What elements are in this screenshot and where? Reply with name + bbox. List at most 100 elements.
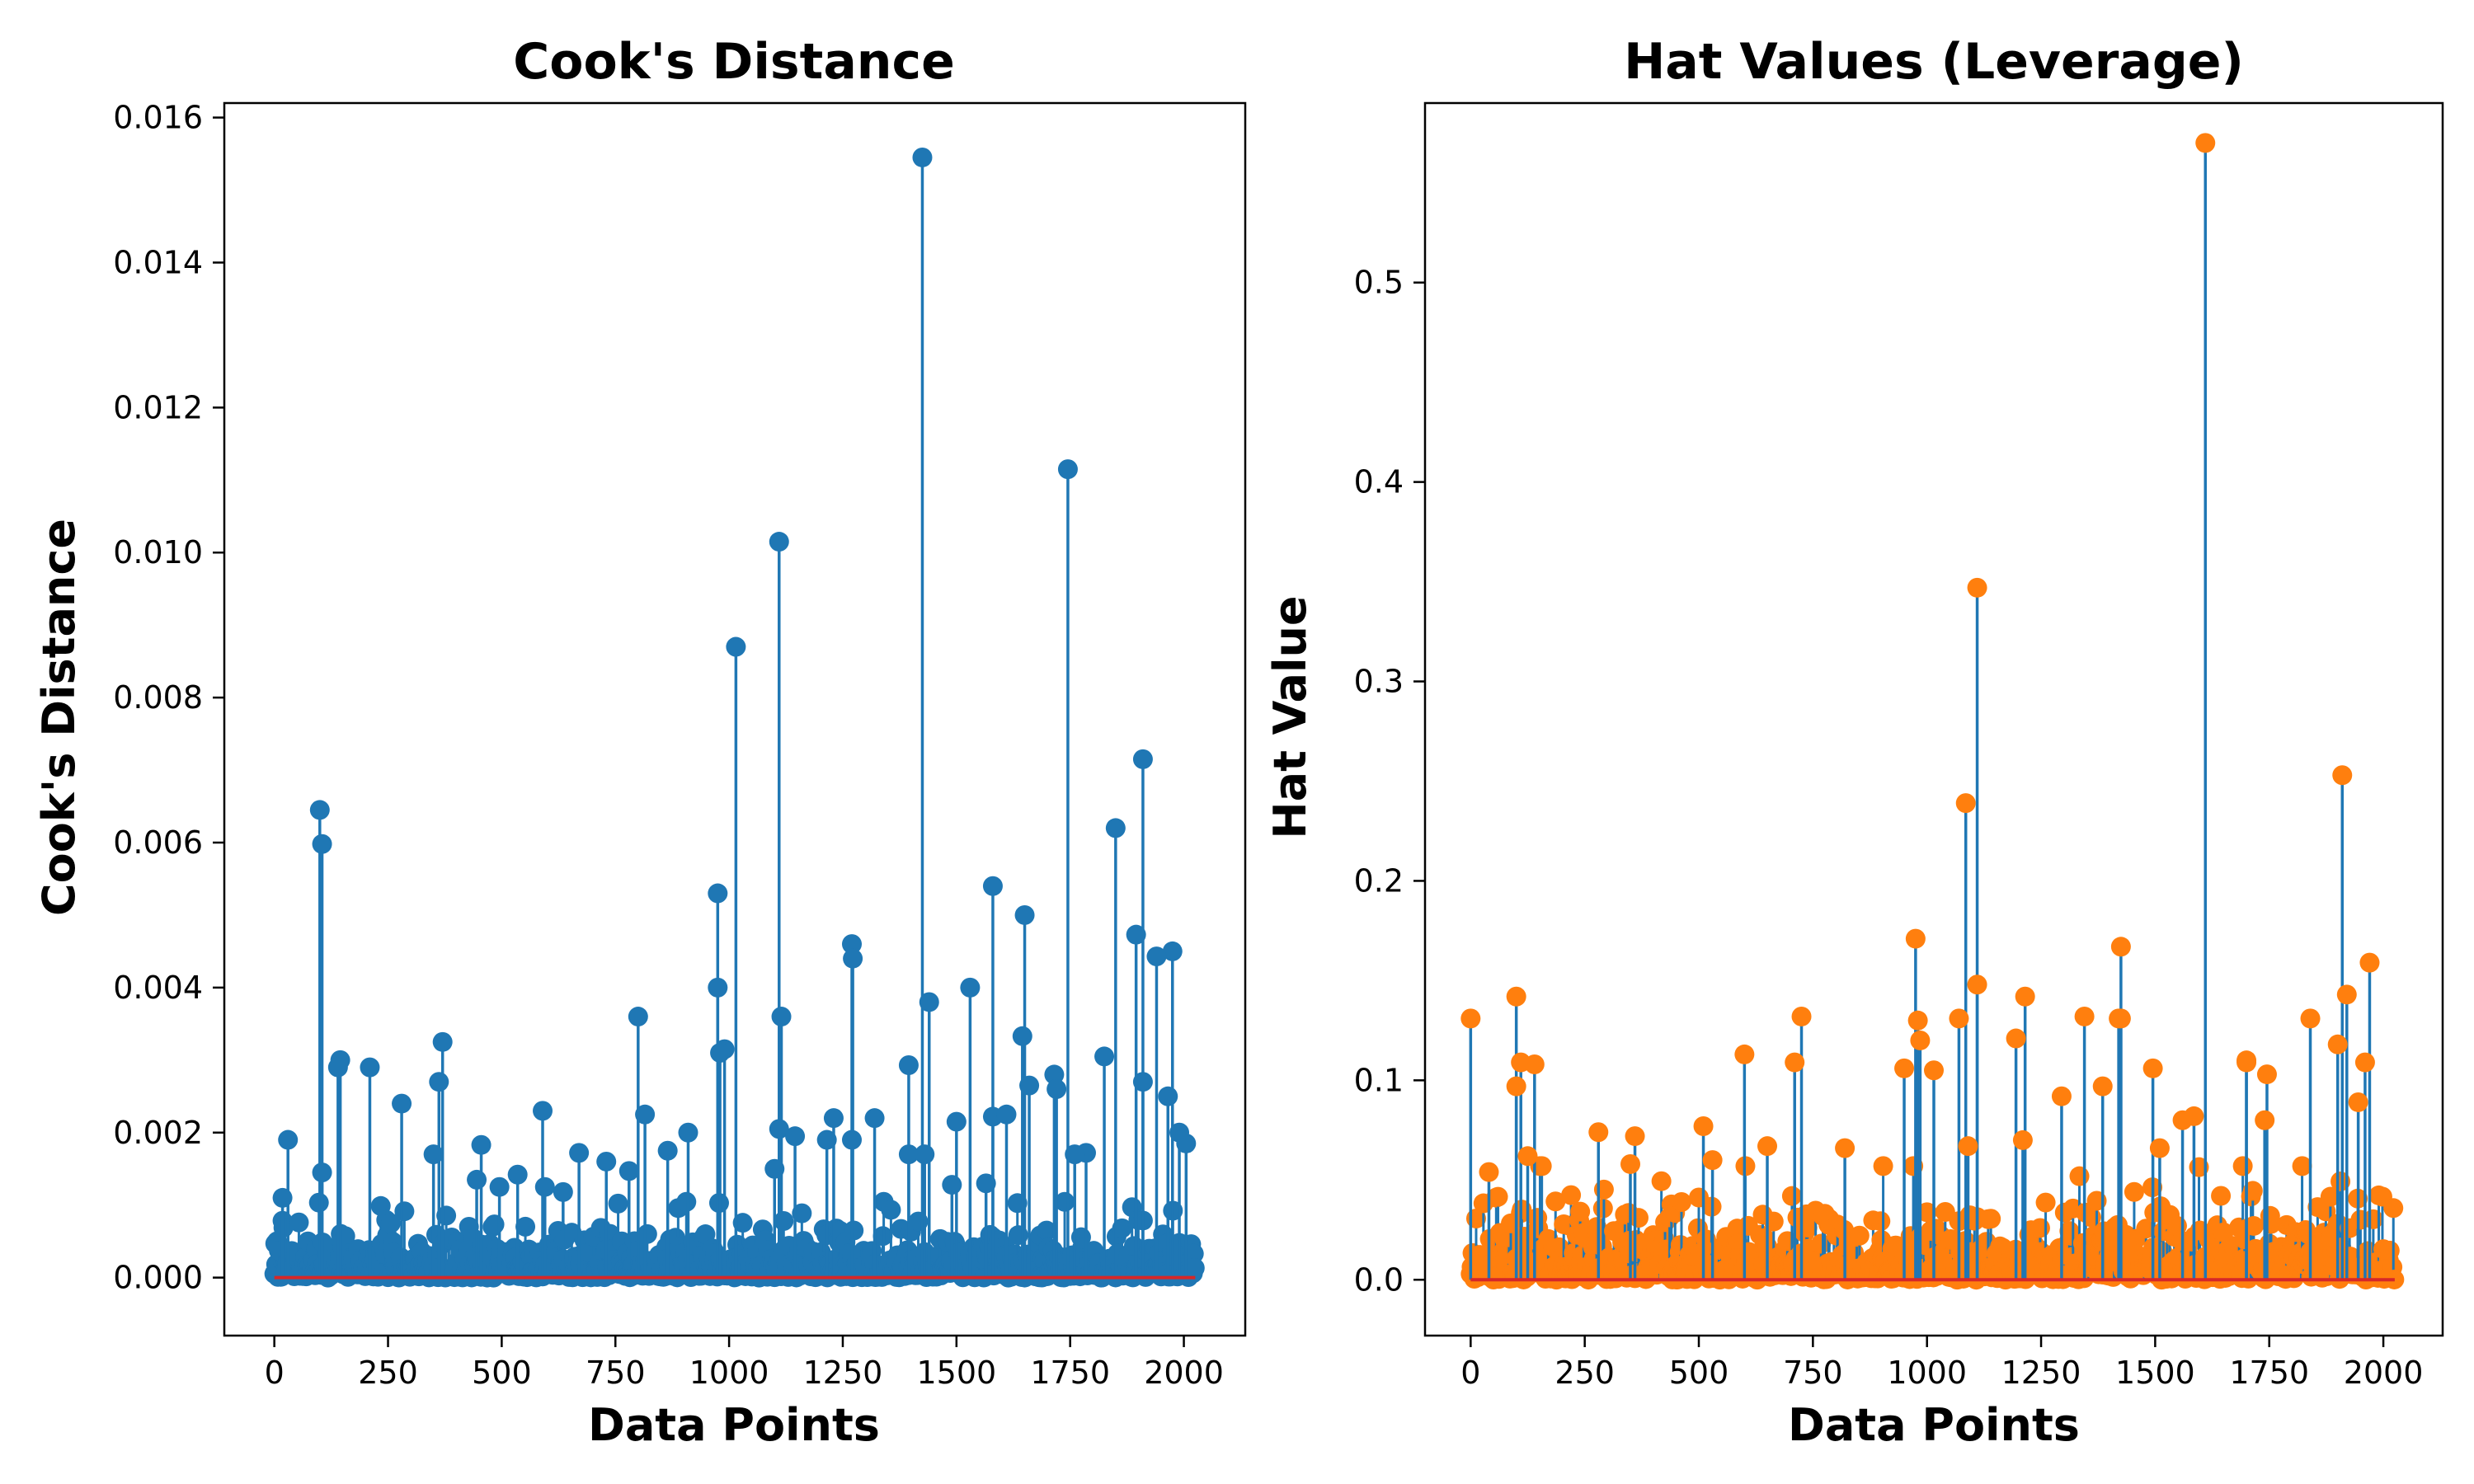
hat-marker — [2109, 1008, 2129, 1029]
cooks-marker — [471, 1134, 492, 1155]
hat-marker — [2030, 1218, 2050, 1238]
hat-marker — [1625, 1126, 1645, 1147]
cooks-marker — [678, 1122, 698, 1143]
cooks-marker — [946, 1111, 967, 1132]
hat-marker — [2012, 1129, 2033, 1150]
cooks-x-tick-label: 750 — [586, 1355, 646, 1391]
hat-marker — [2092, 1076, 2113, 1097]
cooks-marker — [1055, 1191, 1075, 1212]
cooks-marker — [380, 1213, 401, 1233]
hat-marker — [1651, 1171, 1672, 1191]
hat-marker — [1873, 1156, 1893, 1176]
hat-x-tick-label: 1750 — [2229, 1355, 2309, 1391]
cooks-marker — [1105, 818, 1126, 838]
hat-marker — [1517, 1146, 1538, 1167]
hat-marker — [2232, 1156, 2253, 1176]
hat-marker — [1671, 1192, 1691, 1213]
hat-marker — [2255, 1110, 2275, 1130]
hat-plot-area: 0 250 500 750 1000 1250 1500 1750 2000 0.0 0.1 0.2 0… — [1354, 101, 2444, 1391]
cooks-y-axis-label: Cook's Distance — [33, 519, 85, 916]
cooks-marker — [278, 1129, 299, 1150]
cooks-marker — [960, 977, 981, 998]
cooks-marker — [1057, 459, 1078, 480]
cooks-x-tick-label: 500 — [472, 1355, 532, 1391]
cooks-marker — [1132, 1072, 1153, 1092]
hat-x-tick-label: 500 — [1669, 1355, 1729, 1391]
hat-marker — [1835, 1138, 1856, 1158]
hat-axes-frame — [1423, 101, 2444, 1337]
hat-marker — [1781, 1186, 1802, 1206]
cooks-marker — [864, 1108, 885, 1129]
cooks-x-tick-label: 2000 — [1144, 1355, 1224, 1391]
hat-marker — [1917, 1202, 1937, 1223]
hat-marker — [1757, 1136, 1778, 1157]
hat-marker — [2051, 1086, 2072, 1106]
cooks-marker — [608, 1193, 628, 1214]
hat-x-tick-label: 0 — [1460, 1355, 1480, 1391]
hat-marker — [2035, 1192, 2056, 1213]
hat-marker — [2243, 1215, 2264, 1236]
hat-marker — [1785, 1052, 1805, 1073]
hat-y-tick-label: 0.3 — [1354, 664, 1404, 700]
cooks-x-tick-label: 250 — [358, 1355, 418, 1391]
hat-marker — [1734, 1044, 1755, 1064]
hat-marker — [2336, 984, 2357, 1005]
hat-x-axis-label: Data Points — [1788, 1399, 2080, 1451]
hat-x-tick-label: 1250 — [2001, 1355, 2081, 1391]
cooks-marker — [1162, 941, 1183, 961]
cooks-y-tick-label: 0.016 — [113, 100, 203, 136]
hat-marker — [1561, 1185, 1582, 1205]
cooks-marker — [1146, 946, 1167, 967]
cooks-marker — [1183, 1243, 1204, 1264]
hat-y-axis-label: Hat Value — [1264, 595, 1316, 838]
cooks-y-tick-label: 0.004 — [113, 970, 203, 1006]
cooks-marker — [1014, 904, 1035, 925]
cooks-marker — [569, 1143, 590, 1163]
hat-marker — [1949, 1008, 1969, 1029]
cooks-marker — [429, 1072, 449, 1092]
hat-marker — [2211, 1186, 2232, 1206]
cooks-marker — [312, 1162, 332, 1183]
hat-marker — [1479, 1162, 1499, 1182]
hat-marker — [1570, 1201, 1591, 1222]
cooks-marker — [769, 1119, 789, 1139]
hat-marker — [1894, 1058, 1915, 1078]
cooks-marker — [919, 992, 939, 1012]
cooks-marker — [1019, 1075, 1040, 1096]
hat-marker — [2110, 937, 2131, 957]
hat-marker — [2354, 1052, 2375, 1073]
hat-marker — [1955, 793, 1976, 814]
cooks-marker — [392, 1093, 412, 1114]
hat-marker — [1849, 1225, 1870, 1246]
hat-marker — [1506, 1076, 1526, 1097]
cooks-marker — [1037, 1220, 1057, 1241]
hat-marker — [2379, 1240, 2400, 1261]
hat-marker — [2149, 1138, 2170, 1158]
cooks-x-tick-label: 1500 — [916, 1355, 996, 1391]
cooks-marker — [898, 1144, 919, 1165]
hat-marker — [1531, 1156, 1552, 1176]
cooks-y-tick-label: 0.006 — [113, 824, 203, 861]
cooks-marker — [360, 1057, 380, 1078]
cooks-marker — [553, 1181, 573, 1202]
cooks-marker — [823, 1108, 844, 1129]
cooks-marker — [898, 1054, 919, 1075]
hat-chart-title: Hat Values (Leverage) — [1624, 33, 2244, 91]
cooks-marker — [515, 1216, 536, 1237]
hat-y-tick-label: 0.5 — [1354, 265, 1404, 301]
cooks-marker — [1012, 1026, 1032, 1046]
hat-marker — [1907, 1010, 1928, 1031]
cooks-marker — [394, 1201, 415, 1222]
cooks-marker — [726, 636, 746, 657]
hat-marker — [2195, 133, 2216, 153]
cooks-marker — [596, 1151, 617, 1172]
cooks-marker — [792, 1203, 812, 1223]
hat-x-tick-label: 2000 — [2344, 1355, 2424, 1391]
cooks-marker — [272, 1187, 293, 1208]
hat-marker — [1620, 1153, 1641, 1174]
cooks-marker — [915, 1144, 935, 1165]
hat-marker — [2320, 1186, 2340, 1207]
cooks-marker — [996, 1104, 1017, 1125]
hat-marker — [1910, 1030, 1931, 1050]
cooks-x-tick-label: 1250 — [803, 1355, 883, 1391]
